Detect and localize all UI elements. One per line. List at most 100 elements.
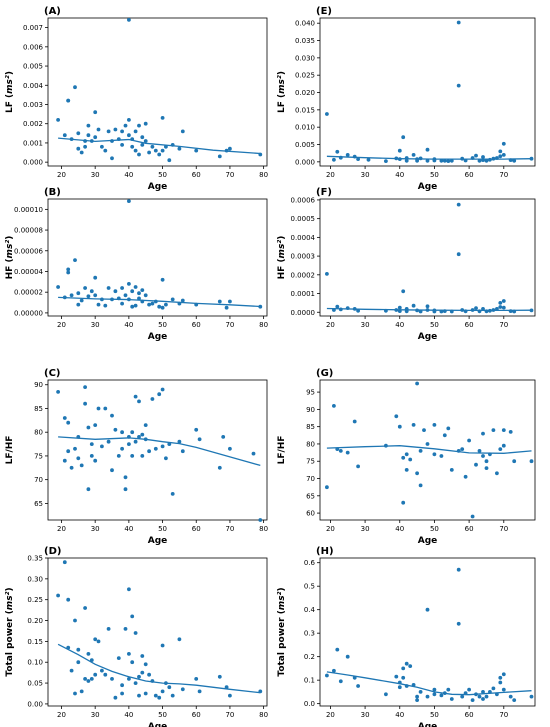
data-point <box>258 689 263 694</box>
data-point <box>194 427 199 432</box>
data-point <box>150 679 155 683</box>
data-point <box>116 296 121 301</box>
x-tick-label: 70 <box>225 711 234 719</box>
data-point <box>133 681 138 685</box>
plot-frame <box>319 379 536 521</box>
data-point <box>62 458 67 463</box>
data-point <box>83 677 87 681</box>
data-point <box>130 137 135 142</box>
data-point <box>76 660 81 665</box>
data-point <box>484 309 489 314</box>
data-point <box>140 654 145 658</box>
plot-frame <box>319 198 536 317</box>
panel-e: (E) 20 30 40 50 60 70 0.000 0.005 0.010 0.015 0.020… <box>277 6 536 192</box>
data-point <box>463 158 468 163</box>
y-tick-label: 0.0001 <box>291 290 316 298</box>
data-point <box>110 156 114 161</box>
data-point <box>481 690 485 694</box>
data-point <box>116 656 121 660</box>
x-tick-label: 20 <box>57 525 66 533</box>
data-point <box>404 309 409 314</box>
data-point <box>167 685 172 690</box>
data-point <box>116 137 121 142</box>
data-point <box>352 307 357 311</box>
data-point <box>411 423 416 427</box>
data-point <box>498 305 503 309</box>
data-point <box>418 690 423 694</box>
data-point <box>96 639 101 644</box>
data-point <box>394 414 399 419</box>
data-point <box>217 465 222 470</box>
data-point <box>160 444 165 449</box>
x-tick-label: 50 <box>430 711 439 719</box>
data-point <box>345 654 350 659</box>
data-point <box>456 567 461 572</box>
x-tick-label: 30 <box>91 525 100 533</box>
x-tick-label: 80 <box>259 711 268 719</box>
data-point <box>345 153 350 157</box>
plot-frame <box>319 17 536 167</box>
data-point <box>62 133 67 138</box>
data-point <box>463 309 468 314</box>
data-point <box>432 687 437 692</box>
panel-a: (A) 20 30 40 50 60 70 80 0.000 0.001 0.002 0.003 0.0… <box>5 6 268 192</box>
plot-frame <box>319 557 536 707</box>
data-point <box>126 652 131 656</box>
data-point <box>160 148 165 153</box>
data-point <box>481 431 485 436</box>
data-point <box>460 156 465 161</box>
data-point <box>498 447 503 451</box>
data-point <box>83 286 87 290</box>
y-tick-label: 60 <box>306 510 315 518</box>
data-point <box>432 308 437 313</box>
data-point <box>66 645 71 650</box>
data-point <box>73 618 77 623</box>
data-point <box>401 666 406 671</box>
y-tick-label: 0.035 <box>295 37 315 45</box>
data-point <box>404 156 409 160</box>
data-point <box>86 123 91 128</box>
data-point <box>415 471 419 476</box>
data-point <box>133 148 138 153</box>
panel-label: (F) <box>316 187 332 198</box>
data-point <box>100 297 104 302</box>
x-tick-label: 30 <box>361 525 370 533</box>
data-point <box>86 294 91 299</box>
data-point <box>113 127 118 132</box>
data-point <box>73 258 77 262</box>
data-point <box>325 112 329 116</box>
data-point <box>415 698 419 702</box>
data-point <box>415 158 419 163</box>
data-point <box>439 454 444 458</box>
data-point <box>217 154 222 159</box>
data-point <box>488 452 492 457</box>
x-tick-label: 70 <box>499 711 508 719</box>
y-tick-label: 0.0000 <box>291 309 316 317</box>
data-point <box>470 698 475 702</box>
data-point <box>338 679 343 684</box>
data-point <box>133 631 138 635</box>
data-point <box>86 133 91 138</box>
y-tick-label: 75 <box>306 458 315 466</box>
data-point <box>384 692 388 697</box>
data-point <box>432 157 437 162</box>
x-tick-label: 70 <box>499 171 508 179</box>
y-tick-label: 90 <box>306 406 315 414</box>
data-point <box>86 487 91 492</box>
x-tick-label: 70 <box>499 525 508 533</box>
data-point <box>140 670 145 675</box>
y-tick-label: 0.00010 <box>14 206 43 214</box>
data-point <box>133 285 138 289</box>
x-axis-label: Age <box>148 182 168 192</box>
y-tick-label: 0.010 <box>295 124 315 132</box>
data-point <box>197 689 202 694</box>
x-tick-label: 20 <box>326 525 335 533</box>
data-point <box>481 697 485 701</box>
data-point <box>157 152 162 157</box>
data-point <box>512 158 517 163</box>
y-tick-label: 0.25 <box>27 596 43 604</box>
data-point <box>143 691 148 696</box>
data-point <box>332 668 336 673</box>
data-point <box>356 464 360 469</box>
